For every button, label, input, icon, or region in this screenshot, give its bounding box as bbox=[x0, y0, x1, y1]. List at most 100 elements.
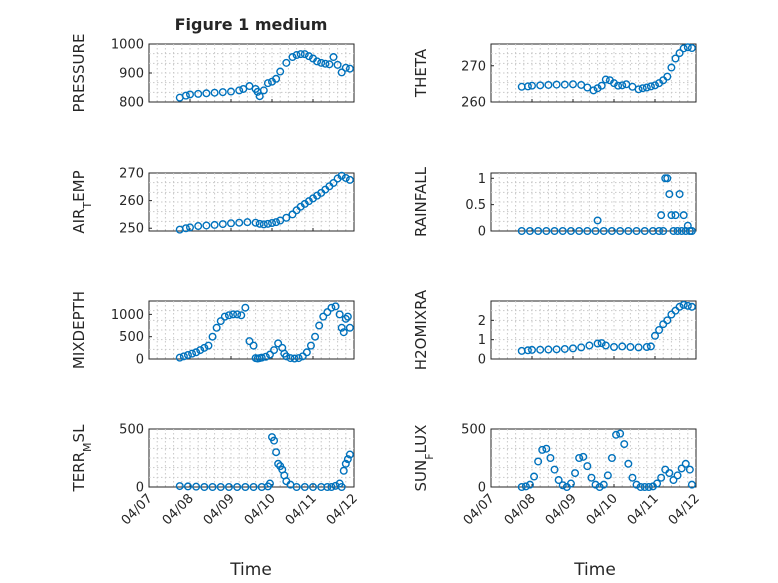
data-point bbox=[337, 323, 346, 332]
data-point bbox=[249, 341, 258, 350]
data-point bbox=[226, 219, 235, 228]
data-point bbox=[655, 226, 664, 235]
data-point bbox=[333, 60, 342, 69]
data-point bbox=[646, 82, 655, 91]
y-tick-label: 500 bbox=[461, 423, 486, 438]
data-point bbox=[575, 454, 584, 463]
data-point bbox=[595, 483, 604, 492]
axes-background bbox=[148, 172, 355, 232]
data-point bbox=[614, 81, 623, 90]
data-point bbox=[599, 480, 608, 489]
data-point bbox=[525, 226, 534, 235]
data-point bbox=[603, 471, 612, 480]
data-point bbox=[192, 482, 201, 491]
data-point bbox=[669, 226, 678, 235]
data-point bbox=[337, 171, 346, 180]
y-tick-label: 1000 bbox=[111, 308, 144, 323]
data-point bbox=[294, 354, 303, 363]
data-point bbox=[626, 343, 635, 352]
y-tick-label: 2 bbox=[478, 314, 486, 329]
data-point bbox=[229, 310, 238, 319]
data-point bbox=[210, 88, 219, 97]
x-axis-label-left: Time bbox=[229, 560, 272, 580]
data-point bbox=[288, 210, 297, 219]
x-axis-label-right: Time bbox=[573, 560, 616, 580]
data-point bbox=[646, 342, 655, 351]
data-point bbox=[597, 339, 606, 348]
data-point bbox=[337, 483, 346, 492]
data-point bbox=[302, 348, 311, 357]
y-tick-label: 500 bbox=[119, 423, 144, 438]
y-axis-label: RAINFALL bbox=[412, 166, 430, 237]
data-point bbox=[679, 211, 688, 220]
y-tick-label: 270 bbox=[461, 59, 486, 74]
data-point bbox=[591, 480, 600, 489]
data-point bbox=[298, 352, 307, 361]
axes-background bbox=[148, 43, 355, 103]
data-point bbox=[558, 481, 567, 490]
data-point bbox=[200, 483, 209, 492]
y-tick-label: 0 bbox=[478, 481, 486, 496]
data-point bbox=[628, 473, 637, 482]
data-point bbox=[315, 321, 324, 330]
data-point bbox=[607, 226, 616, 235]
data-point bbox=[202, 221, 211, 230]
data-point bbox=[523, 346, 532, 355]
data-point bbox=[569, 344, 578, 353]
y-axis-label: THETA bbox=[412, 48, 430, 98]
data-point bbox=[276, 67, 285, 76]
y-tick-label: 270 bbox=[119, 167, 144, 182]
axes-background bbox=[490, 428, 697, 488]
data-point bbox=[542, 444, 551, 453]
data-point bbox=[657, 211, 666, 220]
data-point bbox=[566, 226, 575, 235]
data-point bbox=[675, 190, 684, 199]
data-point bbox=[644, 483, 653, 492]
data-point bbox=[638, 84, 647, 93]
subplot-1: 800 900 1000 PRESSURE bbox=[70, 34, 355, 112]
data-point bbox=[185, 223, 194, 232]
data-point bbox=[685, 465, 694, 474]
data-point bbox=[632, 480, 641, 489]
data-point bbox=[536, 81, 545, 90]
data-point bbox=[245, 337, 254, 346]
data-point bbox=[323, 483, 332, 492]
data-point bbox=[579, 452, 588, 461]
y-axis-label: AIRTEMP bbox=[70, 170, 94, 233]
data-point bbox=[587, 473, 596, 482]
data-point bbox=[669, 476, 678, 485]
data-point bbox=[534, 226, 543, 235]
subplot-2: 260 270 THETA bbox=[412, 43, 697, 111]
data-point bbox=[341, 173, 350, 182]
data-point bbox=[577, 343, 586, 352]
data-point bbox=[610, 343, 619, 352]
data-point bbox=[270, 436, 279, 445]
data-point bbox=[292, 483, 301, 492]
data-point bbox=[583, 462, 592, 471]
data-point bbox=[655, 326, 664, 335]
y-tick-label: 1 bbox=[478, 333, 486, 348]
data-point bbox=[272, 74, 281, 83]
data-point bbox=[663, 316, 672, 325]
data-point bbox=[665, 190, 674, 199]
data-point bbox=[585, 341, 594, 350]
data-point bbox=[636, 483, 645, 492]
data-point bbox=[175, 353, 184, 362]
data-point bbox=[345, 450, 354, 459]
data-point bbox=[671, 54, 680, 63]
data-point bbox=[212, 323, 221, 332]
data-point bbox=[175, 482, 184, 491]
data-point bbox=[249, 483, 258, 492]
data-point bbox=[265, 479, 274, 488]
data-point bbox=[194, 89, 203, 98]
data-point bbox=[300, 483, 309, 492]
data-point bbox=[233, 310, 242, 319]
y-tick-label: 0 bbox=[478, 225, 486, 240]
data-point bbox=[296, 50, 305, 59]
axes-background bbox=[490, 300, 697, 360]
data-point bbox=[591, 226, 600, 235]
data-point bbox=[618, 342, 627, 351]
data-point bbox=[677, 464, 686, 473]
